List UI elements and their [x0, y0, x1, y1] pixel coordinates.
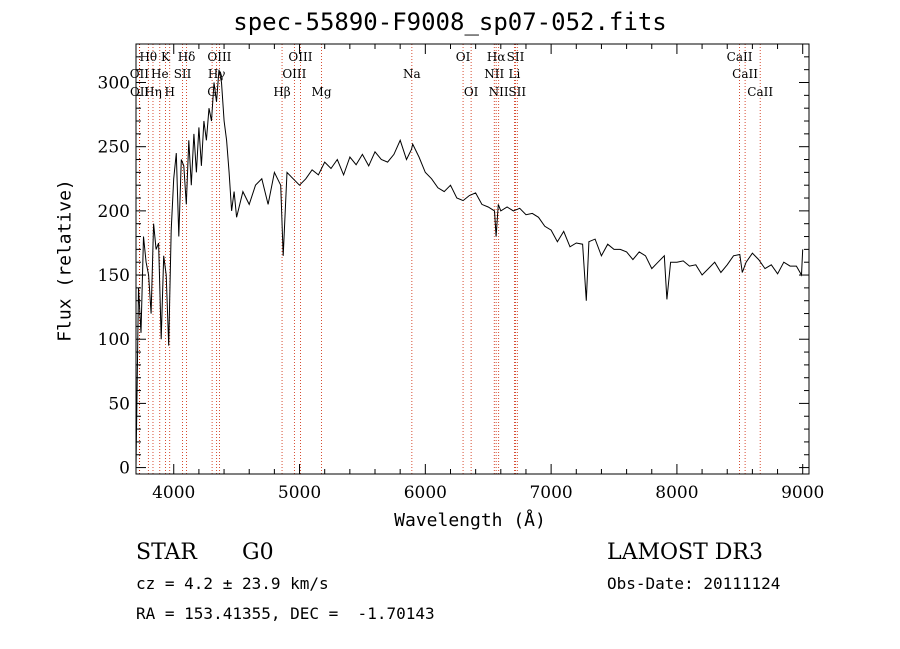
- spectral-line-markers: [138, 44, 761, 474]
- line-label: OI: [464, 85, 479, 99]
- line-label: Mg: [312, 85, 332, 99]
- line-label: H: [164, 85, 174, 99]
- survey-name: LAMOST DR3: [607, 540, 763, 565]
- object-class: STAR: [136, 540, 197, 565]
- line-label: SII: [507, 50, 525, 64]
- x-tick-label: 5000: [278, 483, 321, 503]
- line-label: G: [207, 85, 217, 99]
- line-label: NII: [489, 85, 509, 99]
- line-label: OII: [130, 85, 150, 99]
- line-label: CaII: [747, 85, 773, 99]
- line-label: OII: [130, 67, 150, 81]
- line-label: OI: [456, 50, 471, 64]
- y-tick-label: 300: [98, 74, 130, 94]
- line-label: OIII: [207, 50, 231, 64]
- spectrum-series: [135, 69, 804, 468]
- line-label: Hδ: [178, 50, 196, 64]
- x-tick-label: 8000: [655, 483, 698, 503]
- object-subclass: G0: [242, 540, 274, 565]
- x-tick-label: 4000: [152, 483, 195, 503]
- y-tick-label: 0: [119, 459, 130, 479]
- y-tick-label: 100: [98, 330, 130, 350]
- y-tick-label: 250: [98, 138, 130, 158]
- line-label: Hη: [144, 85, 162, 99]
- line-label: K: [161, 50, 171, 64]
- axis-ticks: 4000 5000 6000 7000 8000 9000 0 50 100 150 200 250 3…: [98, 44, 824, 503]
- line-label: SII: [508, 85, 526, 99]
- y-axis-label: Flux (relative): [54, 179, 76, 342]
- redshift-value: cz = 4.2 ± 23.9 km/s: [136, 574, 329, 593]
- x-axis-label: Wavelength (Å): [394, 510, 546, 531]
- line-label: Hβ: [273, 85, 290, 99]
- line-label: Na: [403, 67, 421, 81]
- line-label: Li: [508, 67, 520, 81]
- line-label: CaII: [727, 50, 753, 64]
- line-label: CaII: [732, 67, 758, 81]
- line-label: Hθ: [139, 50, 157, 64]
- line-label: He: [151, 67, 169, 81]
- spectrum-line: [135, 69, 804, 468]
- coordinates: RA = 153.41355, DEC = -1.70143: [136, 604, 435, 623]
- observation-date: Obs-Date: 20111124: [607, 574, 781, 593]
- line-label: OIII: [282, 67, 306, 81]
- line-label: OIII: [288, 50, 312, 64]
- y-tick-label: 50: [108, 394, 130, 414]
- x-tick-label: 6000: [404, 483, 447, 503]
- line-label: Hα: [487, 50, 506, 64]
- y-tick-label: 200: [98, 202, 130, 222]
- line-label: SII: [174, 67, 192, 81]
- line-label: Hγ: [208, 67, 226, 81]
- chart-title: spec-55890-F9008_sp07-052.fits: [233, 8, 667, 36]
- x-tick-label: 9000: [781, 483, 824, 503]
- y-tick-label: 150: [98, 266, 130, 286]
- x-tick-label: 7000: [529, 483, 572, 503]
- line-label: NII: [484, 67, 504, 81]
- plot-frame: [135, 43, 810, 475]
